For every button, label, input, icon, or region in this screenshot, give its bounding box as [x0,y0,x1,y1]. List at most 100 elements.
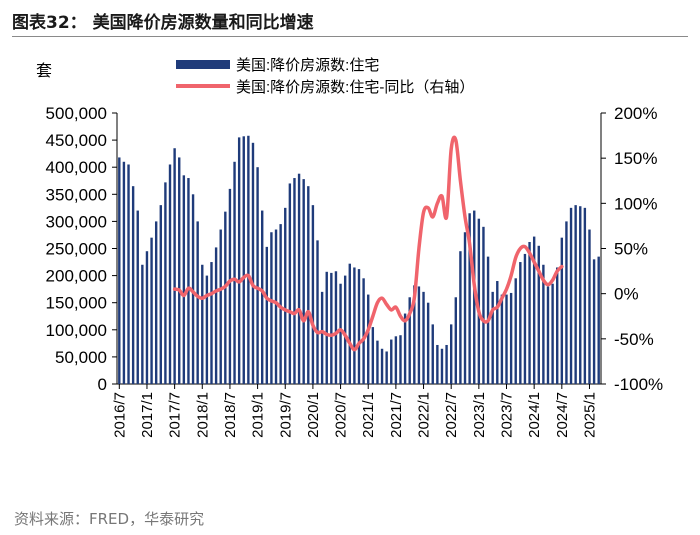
bar [164,182,167,384]
right-tick-label: 150% [614,149,657,168]
bar [449,324,453,384]
left-tick-label: 100,000 [46,321,107,340]
bar [463,232,467,384]
bar [399,335,402,384]
right-tick-label: 100% [614,194,657,213]
yoy-line [172,135,564,352]
bar [154,221,158,384]
x-tick-label: 2021/1 [360,392,377,438]
x-tick-label: 2023/7 [499,392,516,438]
bar [122,161,126,384]
bar [325,271,328,384]
left-tick-label: 150,000 [46,294,107,313]
bar [482,226,485,384]
bar [178,157,181,384]
bar [205,275,209,384]
bar [579,206,582,384]
bar [574,205,577,384]
bar [311,205,315,384]
right-tick-label: 0% [614,285,639,304]
bar [131,186,135,384]
source-note: 资料来源：FRED，华泰研究 [14,510,205,528]
bar [233,161,236,384]
bar [256,167,259,384]
bar [210,262,213,384]
right-axis: -100% -50% 0% 50% 100% 150% 200% [601,104,663,394]
bar [196,221,199,384]
right-tick-label: -100% [614,375,663,394]
left-tick-label: 500,000 [46,104,107,123]
bar [473,210,476,384]
bar [362,278,365,384]
right-tick-label: 200% [614,104,657,123]
bar [127,164,130,384]
bar [403,313,407,384]
bar [426,302,430,384]
bar [413,285,416,384]
bar [496,281,499,384]
bar [459,251,462,384]
left-tick-label: 350,000 [46,185,107,204]
bar [251,142,255,384]
bar [288,183,292,384]
bar [565,221,568,384]
bar [247,135,250,384]
left-tick-label: 400,000 [46,158,107,177]
x-tick-label: 2020/1 [305,392,322,438]
bar [532,236,536,384]
x-tick-label: 2022/1 [416,392,433,438]
bar [500,294,504,384]
bar [588,229,591,384]
bar [187,178,190,384]
bar [560,237,564,384]
bar [546,286,550,384]
left-axis: 0 50,000 100,000 150,000 200,000 250,000 300,0… [46,104,117,394]
bar [422,291,425,384]
legend-line-label: 美国:降价房源数:住宅-同比（右轴） [236,79,474,96]
bar [334,271,338,384]
x-tick-label: 2024/7 [554,392,571,438]
bar [182,175,186,384]
bar [556,267,559,384]
x-tick-label: 2023/1 [471,392,488,438]
bar [528,241,531,384]
legend: 美国:降价房源数:住宅 美国:降价房源数:住宅-同比（右轴） [176,57,474,96]
x-tick-label: 2024/1 [526,392,543,438]
bar [297,173,301,384]
bar [514,278,517,384]
bar [284,207,287,384]
bar [150,237,153,384]
bar [491,291,494,384]
bar [445,344,448,384]
bar [454,297,457,384]
bar [353,267,356,384]
bar [320,291,324,384]
x-tick-label: 2017/1 [139,392,156,438]
bar [141,264,144,384]
bar [224,211,227,384]
bar [274,229,278,384]
right-tick-label: -50% [614,330,654,349]
bar [118,157,121,384]
legend-bar-label: 美国:降价房源数:住宅 [236,57,379,74]
bar [390,339,393,384]
bar [505,294,508,384]
bar [367,294,370,384]
line-series [172,135,564,352]
right-tick-label: 50% [614,240,648,259]
bar [357,269,361,384]
bar [436,344,439,384]
x-tick-label: 2022/7 [443,392,460,438]
figure-title: 图表32： 美国降价房源数量和同比增速 [12,13,314,33]
bar [592,259,596,384]
bar [394,336,398,384]
bar [385,351,388,384]
bar [191,194,195,384]
bar [597,256,600,384]
bar [228,188,232,384]
bar [168,164,172,384]
bar [509,292,513,384]
bar [316,240,319,384]
left-tick-label: 50,000 [55,348,107,367]
title-divider [12,36,688,37]
